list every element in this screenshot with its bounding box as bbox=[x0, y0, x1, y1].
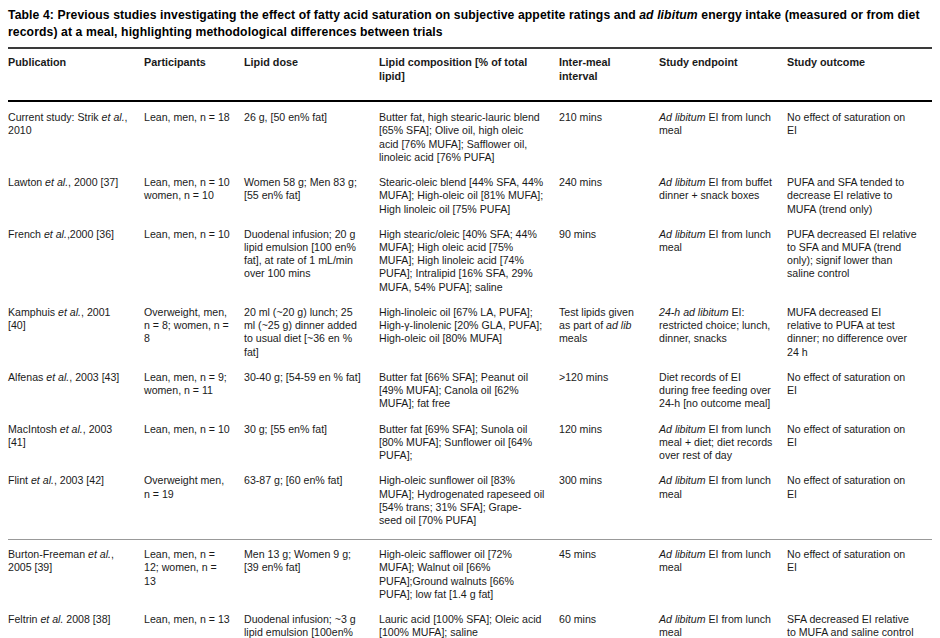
cell-outcome: PUFA decreased EI relative to SFA and MU… bbox=[787, 222, 932, 300]
table-header: Publication Participants Lipid dose Lipi… bbox=[8, 48, 932, 101]
table-row: Kamphuis et al., 2001 [40]Overweight, me… bbox=[8, 300, 932, 365]
cell-endpoint: Diet records of EI during free feeding o… bbox=[659, 365, 787, 417]
cell-endpoint: Ad libitum EI from lunch meal bbox=[659, 468, 787, 539]
cell-lipid-composition: High stearic/oleic [40% SFA; 44% MUFA]; … bbox=[379, 222, 559, 300]
column-header-lipid-dose: Lipid dose bbox=[244, 48, 379, 101]
cell-interval: >120 mins bbox=[559, 365, 659, 417]
cell-outcome: No effect of saturation on EI bbox=[787, 417, 932, 469]
cell-endpoint: Ad libitum EI from lunch meal bbox=[659, 222, 787, 300]
table-row: Alfenas et al., 2003 [43]Lean, men, n = … bbox=[8, 365, 932, 417]
cell-endpoint: Ad libitum EI from lunch meal bbox=[659, 540, 787, 607]
column-header-publication: Publication bbox=[8, 48, 144, 101]
cell-publication: Burton-Freeman et al., 2005 [39] bbox=[8, 540, 144, 607]
cell-participants: Lean, men, n = 10 bbox=[144, 417, 244, 469]
cell-lipid-composition: Butter fat, high stearic-lauric blend [6… bbox=[379, 101, 559, 170]
cell-interval: 300 mins bbox=[559, 468, 659, 539]
cell-outcome: SFA decreased EI relative to MUFA and sa… bbox=[787, 607, 932, 638]
cell-interval: 60 mins bbox=[559, 607, 659, 638]
cell-lipid-composition: Butter fat [69% SFA]; Sunola oil [80% MU… bbox=[379, 417, 559, 469]
cell-outcome: No effect of saturation on EI bbox=[787, 101, 932, 170]
cell-interval: Test lipids given as part of ad lib meal… bbox=[559, 300, 659, 365]
cell-lipid-composition: Butter fat [66% SFA]; Peanut oil [49% MU… bbox=[379, 365, 559, 417]
cell-publication: Flint et al., 2003 [42] bbox=[8, 468, 144, 539]
cell-participants: Lean, men, n = 9; women, n = 11 bbox=[144, 365, 244, 417]
cell-lipid-dose: 30 g; [55 en% fat] bbox=[244, 417, 379, 469]
cell-publication: French et al.,2000 [36] bbox=[8, 222, 144, 300]
cell-endpoint: 24-h ad libitum EI: restricted choice; l… bbox=[659, 300, 787, 365]
cell-lipid-composition: Stearic-oleic blend [44% SFA, 44% MUFA];… bbox=[379, 170, 559, 222]
studies-table: Publication Participants Lipid dose Lipi… bbox=[8, 47, 932, 638]
cell-lipid-dose: 30-40 g; [54-59 en % fat] bbox=[244, 365, 379, 417]
cell-participants: Lean, men, n = 10 women, n = 10 bbox=[144, 170, 244, 222]
cell-publication: Current study: Strik et al., 2010 bbox=[8, 101, 144, 170]
cell-outcome: MUFA decreased EI relative to PUFA at te… bbox=[787, 300, 932, 365]
cell-outcome: PUFA and SFA tended to decrease EI relat… bbox=[787, 170, 932, 222]
header-row: Publication Participants Lipid dose Lipi… bbox=[8, 48, 932, 101]
cell-publication: MacIntosh et al., 2003 [41] bbox=[8, 417, 144, 469]
cell-outcome: No effect of saturation on EI bbox=[787, 468, 932, 539]
table-caption: Table 4: Previous studies investigating … bbox=[8, 7, 932, 41]
cell-outcome: No effect of saturation on EI bbox=[787, 540, 932, 607]
cell-lipid-composition: High-oleic sunflower oil [83% MUFA]; Hyd… bbox=[379, 468, 559, 539]
cell-participants: Lean, men, n = 10 bbox=[144, 222, 244, 300]
cell-lipid-dose: Men 13 g; Women 9 g; [39 en% fat] bbox=[244, 540, 379, 607]
cell-interval: 210 mins bbox=[559, 101, 659, 170]
cell-lipid-dose: Women 58 g; Men 83 g; [55 en% fat] bbox=[244, 170, 379, 222]
column-header-inter-meal-interval: Inter-meal interval bbox=[559, 48, 659, 101]
column-header-participants: Participants bbox=[144, 48, 244, 101]
cell-lipid-composition: Lauric acid [100% SFA]; Oleic acid [100%… bbox=[379, 607, 559, 638]
column-header-study-outcome: Study outcome bbox=[787, 48, 932, 101]
table-row: MacIntosh et al., 2003 [41]Lean, men, n … bbox=[8, 417, 932, 469]
cell-endpoint: Ad libitum EI from lunch meal + diet; di… bbox=[659, 417, 787, 469]
cell-participants: Overweight, men, n = 8; women, n = 8 bbox=[144, 300, 244, 365]
cell-publication: Feltrin et al. 2008 [38] bbox=[8, 607, 144, 638]
cell-endpoint: Ad libitum EI from lunch meal bbox=[659, 101, 787, 170]
cell-lipid-dose: Duodenal infusion; ~3 g lipid emulsion [… bbox=[244, 607, 379, 638]
cell-publication: Lawton et al., 2000 [37] bbox=[8, 170, 144, 222]
table-body: Current study: Strik et al., 2010Lean, m… bbox=[8, 101, 932, 638]
table-row: Current study: Strik et al., 2010Lean, m… bbox=[8, 101, 932, 170]
cell-participants: Overweight men, n = 19 bbox=[144, 468, 244, 539]
cell-participants: Lean, men, n = 18 bbox=[144, 101, 244, 170]
column-header-lipid-composition: Lipid composition [% of total lipid] bbox=[379, 48, 559, 101]
cell-participants: Lean, men, n = 13 bbox=[144, 607, 244, 638]
cell-lipid-dose: 26 g, [50 en% fat] bbox=[244, 101, 379, 170]
table-row: Burton-Freeman et al., 2005 [39]Lean, me… bbox=[8, 540, 932, 607]
cell-endpoint: Ad libitum EI from lunch meal bbox=[659, 607, 787, 638]
cell-outcome: No effect of saturation on EI bbox=[787, 365, 932, 417]
cell-lipid-composition: High-linoleic oil [67% LA, PUFA]; High-γ… bbox=[379, 300, 559, 365]
table-row: Lawton et al., 2000 [37]Lean, men, n = 1… bbox=[8, 170, 932, 222]
cell-interval: 240 mins bbox=[559, 170, 659, 222]
cell-lipid-dose: 63-87 g; [60 en% fat] bbox=[244, 468, 379, 539]
paper-page: Table 4: Previous studies investigating … bbox=[0, 0, 940, 638]
cell-lipid-composition: High-oleic safflower oil [72% MUFA]; Wal… bbox=[379, 540, 559, 607]
cell-publication: Kamphuis et al., 2001 [40] bbox=[8, 300, 144, 365]
cell-lipid-dose: 20 ml (~20 g) lunch; 25 ml (~25 g) dinne… bbox=[244, 300, 379, 365]
cell-interval: 90 mins bbox=[559, 222, 659, 300]
table-row: Flint et al., 2003 [42]Overweight men, n… bbox=[8, 468, 932, 539]
table-row: French et al.,2000 [36]Lean, men, n = 10… bbox=[8, 222, 932, 300]
cell-publication: Alfenas et al., 2003 [43] bbox=[8, 365, 144, 417]
table-row: Feltrin et al. 2008 [38]Lean, men, n = 1… bbox=[8, 607, 932, 638]
cell-lipid-dose: Duodenal infusion; 20 g lipid emulsion [… bbox=[244, 222, 379, 300]
cell-participants: Lean, men, n = 12; women, n = 13 bbox=[144, 540, 244, 607]
cell-interval: 45 mins bbox=[559, 540, 659, 607]
cell-endpoint: Ad libitum EI from buffet dinner + snack… bbox=[659, 170, 787, 222]
column-header-study-endpoint: Study endpoint bbox=[659, 48, 787, 101]
cell-interval: 120 mins bbox=[559, 417, 659, 469]
